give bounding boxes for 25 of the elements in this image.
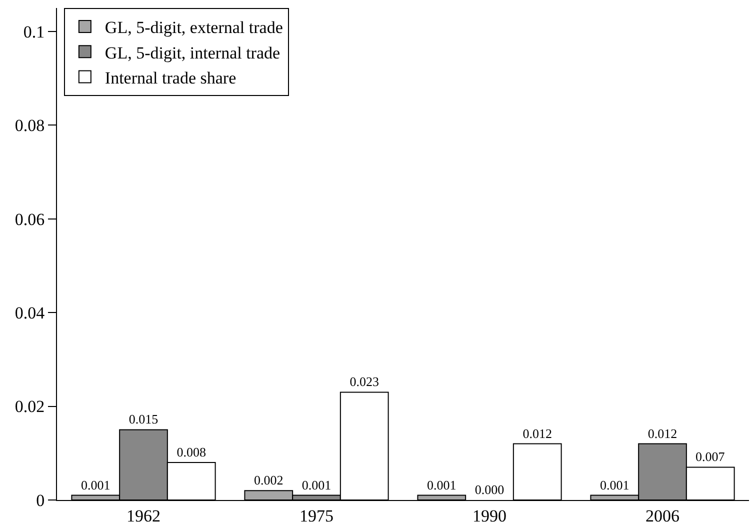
x-tick-label: 2006 — [646, 506, 680, 526]
data-label: 0.002 — [254, 472, 284, 488]
data-label: 0.001 — [81, 477, 110, 492]
data-label: 0.001 — [302, 477, 332, 492]
data-label: 0.012 — [648, 426, 678, 441]
data-label: 0.015 — [128, 412, 158, 427]
x-tick-label: 1990 — [472, 506, 506, 526]
data-label: 0.007 — [695, 449, 726, 464]
data-label: 0.001 — [600, 477, 630, 492]
data-label: 0.023 — [350, 374, 379, 390]
y-tick-label: 0.08 — [14, 116, 45, 136]
y-tick-label: 0 — [36, 490, 45, 510]
legend-label: GL, 5-digit, internal trade — [104, 43, 280, 62]
data-label: 0.008 — [176, 444, 206, 460]
y-tick-label: 0.06 — [14, 210, 45, 229]
y-tick-label: 0.1 — [23, 22, 45, 42]
data-label: 0.001 — [427, 477, 456, 492]
legend-label: Internal trade share — [104, 68, 236, 88]
data-label: 0.012 — [522, 426, 552, 441]
x-tick-label: 1975 — [300, 506, 334, 526]
y-tick-label: 0.02 — [14, 397, 45, 416]
legend-label: GL, 5-digit, external trade — [104, 18, 283, 38]
x-tick-label: 1962 — [126, 506, 160, 526]
y-tick-label: 0.04 — [14, 304, 46, 323]
data-label: 0.000 — [474, 482, 504, 497]
